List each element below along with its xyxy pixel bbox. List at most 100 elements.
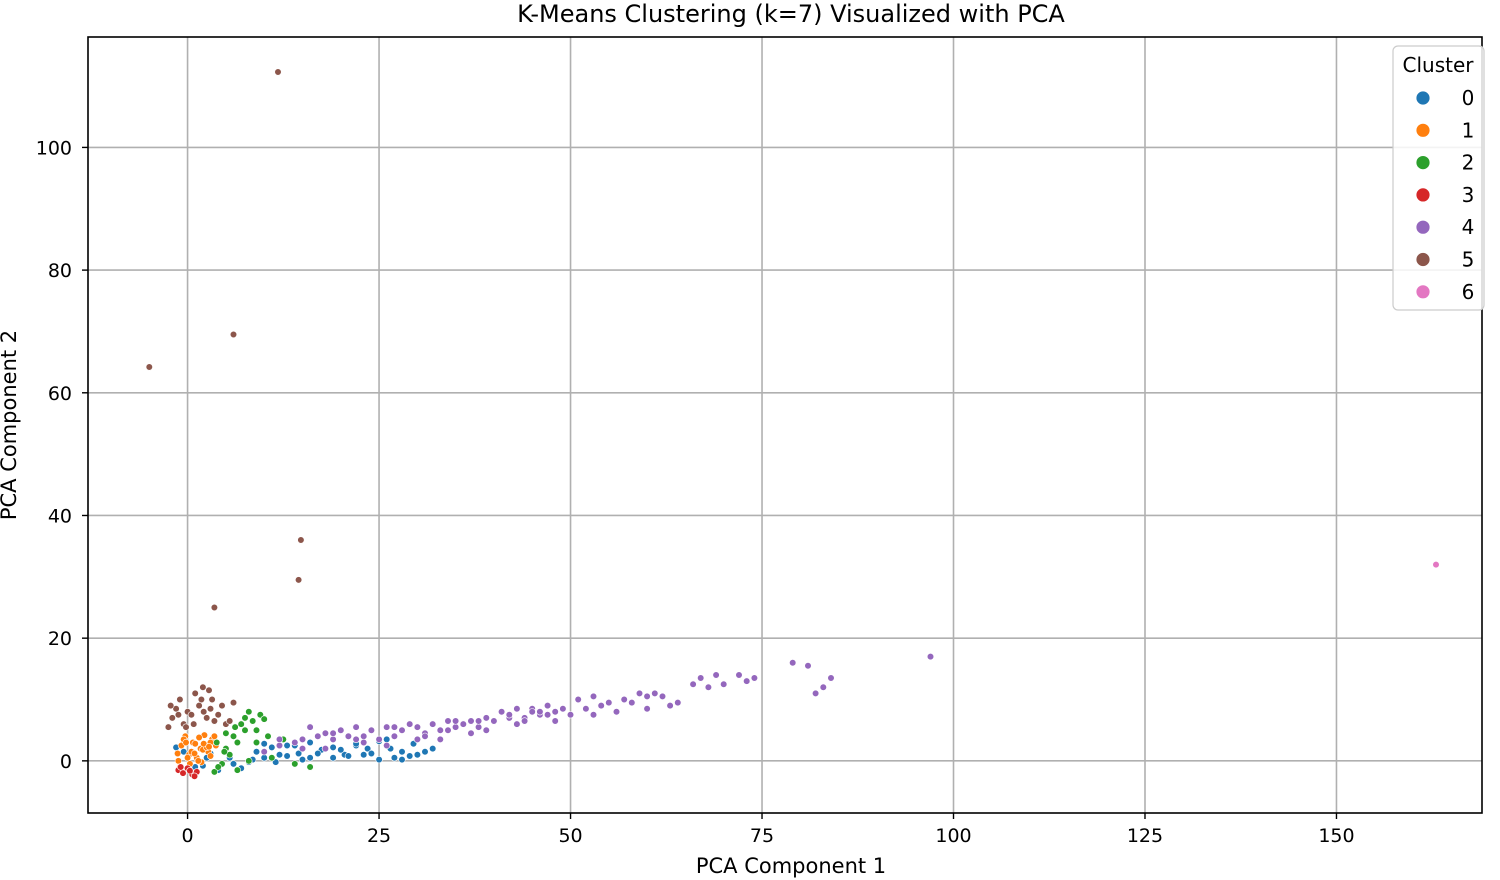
- data-point: [208, 695, 216, 704]
- data-point: [197, 695, 205, 704]
- x-tick-label: 25: [367, 825, 391, 847]
- data-point: [475, 717, 483, 725]
- data-point: [329, 743, 337, 752]
- data-point: [804, 662, 812, 670]
- data-point: [191, 740, 199, 748]
- data-point: [367, 726, 376, 734]
- x-axis-title: PCA Component 1: [696, 854, 886, 878]
- data-point: [314, 749, 322, 758]
- chart-title: K-Means Clustering (k=7) Visualized with…: [517, 0, 1065, 28]
- data-point: [226, 751, 234, 759]
- legend-box: [1392, 45, 1485, 311]
- data-point: [291, 760, 299, 768]
- data-point: [337, 746, 345, 754]
- data-point: [275, 735, 284, 744]
- data-point: [344, 752, 353, 760]
- data-point: [168, 714, 176, 722]
- data-point: [167, 701, 175, 710]
- data-point: [720, 680, 728, 688]
- data-point: [689, 680, 697, 688]
- data-point: [383, 723, 391, 731]
- data-point: [827, 674, 835, 682]
- data-point: [666, 701, 674, 710]
- data-point: [674, 698, 682, 707]
- data-point: [283, 752, 291, 760]
- data-point: [697, 674, 705, 682]
- data-point: [635, 689, 644, 698]
- data-point: [191, 689, 199, 698]
- data-point: [543, 701, 552, 710]
- data-point: [390, 723, 399, 731]
- data-point: [314, 732, 322, 740]
- data-point: [344, 732, 353, 740]
- data-point: [352, 735, 360, 744]
- data-point: [444, 726, 452, 734]
- data-point: [252, 748, 261, 756]
- data-point: [297, 536, 305, 544]
- legend-marker: [1415, 155, 1431, 171]
- data-point: [513, 720, 521, 728]
- legend-marker: [1415, 252, 1431, 267]
- data-point: [628, 698, 636, 707]
- x-tick-label: 0: [182, 825, 194, 847]
- data-point: [750, 674, 759, 682]
- legend-marker: [1415, 219, 1431, 235]
- data-point: [704, 683, 713, 691]
- data-point: [231, 723, 239, 731]
- data-point: [298, 755, 307, 764]
- data-point: [210, 732, 218, 740]
- data-point: [819, 683, 827, 691]
- data-point: [467, 729, 475, 737]
- data-point: [210, 603, 218, 612]
- data-point: [398, 755, 406, 764]
- data-point: [237, 720, 245, 728]
- data-point: [295, 576, 303, 584]
- data-point: [182, 738, 190, 747]
- legend-marker: [1415, 122, 1431, 138]
- data-point: [291, 738, 299, 747]
- data-point: [200, 708, 208, 716]
- data-point: [241, 726, 249, 734]
- data-point: [176, 695, 184, 704]
- data-point: [383, 741, 391, 750]
- data-point: [206, 705, 215, 713]
- data-point: [390, 754, 399, 762]
- data-point: [413, 723, 422, 731]
- data-point: [528, 708, 536, 716]
- data-point: [498, 708, 506, 716]
- data-point: [321, 729, 330, 737]
- data-point: [620, 695, 628, 704]
- data-point: [375, 735, 383, 744]
- data-point: [421, 748, 429, 756]
- data-point: [436, 726, 444, 734]
- data-point: [229, 330, 238, 339]
- y-tick-label: 0: [60, 751, 72, 773]
- data-point: [172, 705, 180, 713]
- legend-label: 0: [1462, 86, 1475, 110]
- series-cluster-4: [260, 652, 935, 756]
- data-point: [210, 717, 218, 725]
- data-point: [274, 68, 282, 76]
- data-point: [205, 686, 213, 694]
- data-point: [283, 741, 291, 750]
- data-point: [452, 717, 460, 725]
- data-point: [589, 692, 598, 701]
- data-point: [459, 720, 467, 728]
- data-point: [260, 715, 268, 723]
- series-cluster-6: [1432, 560, 1440, 569]
- data-point: [275, 741, 284, 750]
- data-point: [184, 754, 192, 762]
- data-point: [218, 701, 226, 710]
- data-point: [536, 708, 544, 716]
- data-point: [582, 705, 590, 713]
- data-point: [574, 695, 582, 704]
- data-point: [306, 763, 314, 771]
- data-point: [398, 726, 406, 734]
- data-point: [306, 754, 314, 762]
- data-point: [520, 717, 529, 725]
- y-tick-label: 100: [36, 137, 72, 159]
- data-point: [360, 738, 368, 747]
- data-point: [182, 723, 190, 731]
- data-point: [390, 732, 399, 740]
- data-points: [145, 68, 1440, 780]
